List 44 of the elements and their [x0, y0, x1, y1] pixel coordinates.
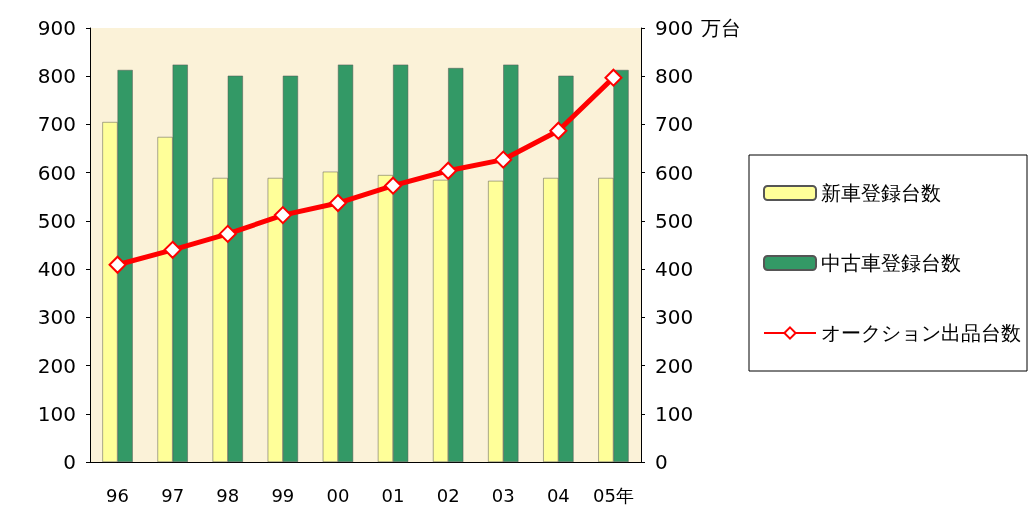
point	[163, 240, 182, 259]
y2-tick-label: 900	[655, 16, 694, 40]
y2-tick-label: 700	[655, 112, 694, 137]
y-tick-label: 0	[63, 450, 76, 474]
x-tick-label: 04	[546, 484, 570, 506]
x-tick-label: 05年	[593, 484, 634, 506]
y-tick-label: 600	[37, 160, 76, 185]
point	[218, 224, 237, 243]
x-tick-label: 01	[381, 484, 405, 506]
y-tick-label: 400	[37, 257, 76, 282]
x-tick-label: 02	[436, 484, 460, 506]
legend-label: 新車登録台数	[821, 181, 941, 205]
y-tick-label: 300	[37, 305, 76, 330]
point	[604, 68, 623, 87]
y-tick-label: 900	[37, 16, 76, 40]
point	[273, 206, 292, 225]
y2-tick-label: 500	[655, 208, 694, 233]
point	[439, 161, 458, 180]
y-tick-label: 100	[37, 401, 76, 426]
legend-label: オークション出品台数	[821, 321, 1021, 345]
point	[494, 150, 513, 169]
y2-tick-label: 800	[655, 64, 694, 89]
y-tick-label: 700	[37, 112, 76, 137]
x-tick-label: 99	[271, 484, 295, 506]
x-tick-label: 98	[216, 484, 240, 506]
y2-axis-title: 万台	[701, 16, 741, 40]
y2-tick-label: 300	[655, 305, 694, 330]
x-tick-label: 03	[491, 484, 515, 506]
y-tick-label: 200	[37, 353, 76, 378]
point	[328, 194, 347, 213]
y2-tick-label: 0	[655, 450, 668, 474]
x-tick-label: 97	[161, 484, 185, 506]
point	[108, 255, 127, 274]
y2-tick-label: 100	[655, 401, 694, 426]
x-tick-label: 96	[106, 484, 129, 506]
y2-tick-label: 200	[655, 353, 694, 378]
y-tick-label: 500	[37, 208, 76, 233]
y2-tick-label: 400	[655, 257, 694, 282]
y2-tick-label: 600	[655, 160, 694, 185]
x-tick-label: 00	[326, 484, 350, 506]
legend-label: 中古車登録台数	[821, 251, 961, 275]
point	[384, 176, 403, 195]
y-tick-label: 800	[37, 64, 76, 89]
point	[549, 121, 568, 140]
